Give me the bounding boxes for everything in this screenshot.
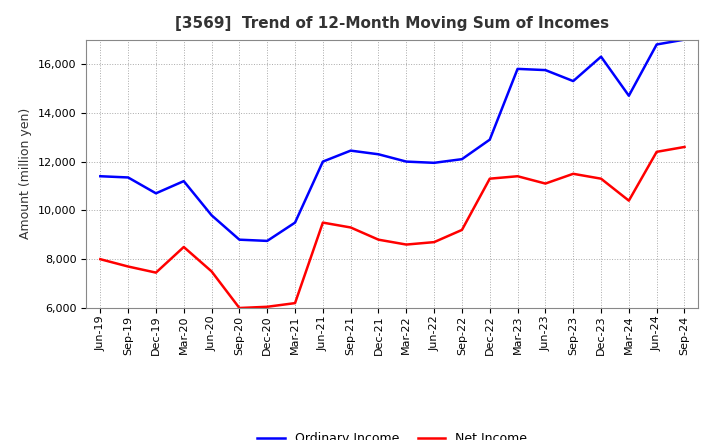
Net Income xyxy=(207,269,216,274)
Net Income xyxy=(124,264,132,269)
Line: Ordinary Income: Ordinary Income xyxy=(100,40,685,241)
Ordinary Income xyxy=(680,37,689,42)
Net Income xyxy=(624,198,633,203)
Ordinary Income xyxy=(263,238,271,243)
Ordinary Income xyxy=(430,160,438,165)
Net Income xyxy=(513,174,522,179)
Ordinary Income xyxy=(569,78,577,84)
Ordinary Income xyxy=(541,67,550,73)
Net Income xyxy=(597,176,606,181)
Net Income xyxy=(652,149,661,154)
Net Income xyxy=(402,242,410,247)
Ordinary Income xyxy=(96,174,104,179)
Ordinary Income xyxy=(374,152,383,157)
Ordinary Income xyxy=(124,175,132,180)
Net Income xyxy=(318,220,327,225)
Legend: Ordinary Income, Net Income: Ordinary Income, Net Income xyxy=(252,427,533,440)
Net Income xyxy=(569,171,577,176)
Net Income xyxy=(430,239,438,245)
Ordinary Income xyxy=(597,54,606,59)
Net Income xyxy=(291,301,300,306)
Ordinary Income xyxy=(485,137,494,142)
Net Income xyxy=(541,181,550,186)
Ordinary Income xyxy=(318,159,327,164)
Net Income xyxy=(152,270,161,275)
Line: Net Income: Net Income xyxy=(100,147,685,308)
Ordinary Income xyxy=(291,220,300,225)
Net Income xyxy=(374,237,383,242)
Net Income xyxy=(346,225,355,230)
Ordinary Income xyxy=(235,237,243,242)
Title: [3569]  Trend of 12-Month Moving Sum of Incomes: [3569] Trend of 12-Month Moving Sum of I… xyxy=(176,16,609,32)
Ordinary Income xyxy=(207,213,216,218)
Net Income xyxy=(235,305,243,311)
Ordinary Income xyxy=(179,179,188,184)
Ordinary Income xyxy=(513,66,522,72)
Ordinary Income xyxy=(652,42,661,47)
Net Income xyxy=(485,176,494,181)
Net Income xyxy=(458,227,467,233)
Ordinary Income xyxy=(402,159,410,164)
Ordinary Income xyxy=(346,148,355,153)
Net Income xyxy=(680,144,689,150)
Ordinary Income xyxy=(152,191,161,196)
Net Income xyxy=(179,244,188,249)
Ordinary Income xyxy=(458,157,467,162)
Net Income xyxy=(96,257,104,262)
Y-axis label: Amount (million yen): Amount (million yen) xyxy=(19,108,32,239)
Net Income xyxy=(263,304,271,309)
Ordinary Income xyxy=(624,93,633,99)
